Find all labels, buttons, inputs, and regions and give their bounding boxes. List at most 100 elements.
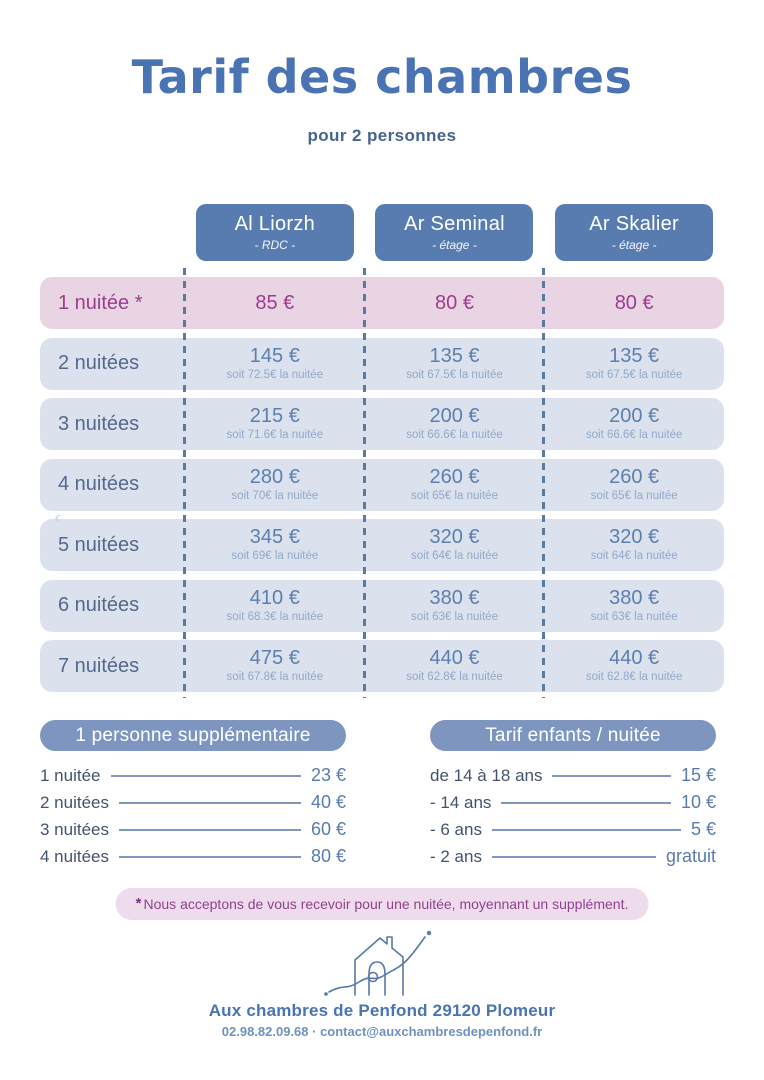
price-cell: 440 € soit 62.8€ la nuitée	[365, 647, 545, 684]
row-label: 3 nuitées	[58, 412, 140, 435]
row-label: - 6 ans	[430, 819, 482, 839]
room-name: Ar Skalier	[589, 213, 679, 235]
price-amount: 380 €	[429, 586, 480, 609]
price-amount: 80 €	[614, 291, 654, 314]
price-per-night: soit 70€ la nuitée	[231, 489, 319, 502]
price-amount: 440 €	[429, 647, 480, 670]
price-amount: 260 €	[429, 465, 480, 488]
page-title: Tarif des chambres	[131, 50, 633, 104]
stray-euro-artifact: €	[55, 514, 61, 525]
room-name: Ar Seminal	[404, 213, 505, 235]
row-label: 6 nuitées	[58, 594, 140, 616]
leader-line	[491, 855, 656, 858]
price-per-night: soit 65€ la nuitée	[411, 489, 498, 502]
price-amount: 320 €	[609, 526, 660, 549]
price-amount: 380 €	[609, 586, 660, 609]
price-per-night: soit 68.3€ la nuitée	[226, 610, 324, 623]
price-amount: 260 €	[609, 465, 660, 488]
table-row-5-nuitees: 5 nuitées 345 € soit 69€ la nuitée 320 €…	[40, 519, 724, 571]
leader-line	[501, 801, 671, 804]
price-per-night: soit 65€ la nuitée	[590, 489, 678, 502]
row-label: 4 nuitées	[40, 846, 109, 866]
row-price: 23 €	[310, 765, 346, 785]
price-table: Al Liorzh - RDC - Ar Seminal - étage - A…	[40, 204, 724, 701]
row-label: 5 nuitées	[58, 533, 140, 556]
price-per-night: soit 63€ la nuitée	[411, 610, 498, 623]
price-amount: 135 €	[609, 344, 660, 367]
price-cell: 135 € soit 67.5€ la nuitée	[365, 345, 545, 381]
row-price: 5 €	[690, 819, 716, 839]
price-cell: 80 €	[365, 291, 545, 314]
price-cell: 215 € soit 71.6€ la nuitée	[185, 405, 365, 442]
footnote-pill: * Nous acceptons de vous recevoir pour un…	[115, 888, 649, 920]
leader-line	[119, 828, 301, 831]
row-label: 1 nuitée	[40, 765, 101, 785]
price-per-night: soit 71.6€ la nuitée	[226, 429, 324, 442]
price-per-night: soit 67.5€ la nuitée	[406, 368, 503, 381]
price-cell: 320 € soit 64€ la nuitée	[544, 526, 724, 563]
table-row-2-nuitees: 2 nuitées 145 € soit 72.5€ la nuitée 135…	[40, 337, 724, 390]
row-label: 2 nuitées	[58, 352, 140, 374]
column-divider-dashed	[183, 268, 186, 698]
header-spacer	[40, 204, 185, 261]
extra-person-row: 4 nuitées 80 €	[40, 843, 346, 870]
price-per-night: soit 69€ la nuitée	[231, 550, 319, 563]
row-price: 60 €	[310, 819, 346, 839]
price-per-night: soit 62.8€ la nuitée	[406, 671, 503, 684]
row-label: - 14 ans	[430, 792, 492, 812]
price-per-night: soit 66.6€ la nuitée	[585, 429, 683, 442]
price-per-night: soit 64€ la nuitée	[590, 550, 678, 563]
price-amount: 320 €	[429, 526, 480, 549]
price-amount: 280 €	[249, 465, 300, 488]
price-per-night: soit 63€ la nuitée	[590, 610, 678, 623]
price-cell: 80 €	[544, 291, 724, 314]
price-amount: 145 €	[249, 344, 300, 367]
extra-person-row: 2 nuitées 40 €	[40, 789, 346, 816]
footer-address: Aux chambres de Penfond 29120 Plomeur	[208, 1001, 556, 1020]
price-amount: 85 €	[255, 291, 295, 314]
row-price: 80 €	[310, 846, 346, 866]
price-per-night: soit 64€ la nuitée	[411, 550, 498, 563]
row-price: 15 €	[680, 765, 716, 785]
children-rates-section: Tarif enfants / nuitée de 14 à 18 ans 15…	[430, 720, 716, 870]
table-row-4-nuitees: 4 nuitées 280 € soit 70€ la nuitée 260 €…	[40, 458, 724, 511]
row-price: 40 €	[310, 792, 346, 812]
price-cell: 380 € soit 63€ la nuitée	[544, 586, 724, 623]
leader-line	[119, 855, 301, 858]
house-sketch-icon	[317, 924, 447, 1005]
row-price: gratuit	[665, 846, 716, 866]
price-per-night: soit 66.6€ la nuitée	[406, 429, 503, 442]
room-floor: - étage -	[432, 238, 477, 252]
price-amount: 410 €	[249, 586, 300, 609]
leader-line	[552, 774, 671, 777]
price-amount: 80 €	[435, 291, 474, 314]
room-header-al-liorzh: Al Liorzh - RDC -	[195, 204, 354, 261]
column-divider-dashed	[542, 268, 545, 698]
footnote-text: Nous acceptons de vous recevoir pour une…	[143, 896, 629, 912]
price-cell: 410 € soit 68.3€ la nuitée	[185, 586, 365, 623]
table-header-row: Al Liorzh - RDC - Ar Seminal - étage - A…	[40, 204, 724, 261]
children-rate-row: - 2 ans gratuit	[430, 843, 716, 870]
price-amount: 215 €	[249, 405, 300, 428]
extra-person-section: 1 personne supplémentaire 1 nuitée 23 € …	[40, 720, 346, 870]
price-amount: 200 €	[609, 405, 660, 428]
room-header-ar-seminal: Ar Seminal - étage -	[375, 204, 534, 261]
row-label: 2 nuitées	[40, 792, 109, 812]
room-name: Al Liorzh	[234, 213, 316, 235]
price-cell: 440 € soit 62.8€ la nuitée	[544, 648, 724, 684]
price-cell: 260 € soit 65€ la nuitée	[365, 465, 545, 502]
leader-line	[110, 774, 301, 777]
children-rate-row: de 14 à 18 ans 15 €	[430, 762, 716, 789]
table-row-7-nuitees: 7 nuitées 475 € soit 67.8€ la nuitée 440…	[40, 640, 724, 692]
column-divider-dashed	[363, 268, 366, 698]
price-cell: 475 € soit 67.8€ la nuitée	[185, 648, 365, 684]
price-cell: 345 € soit 69€ la nuitée	[185, 527, 365, 563]
leader-line	[119, 801, 301, 804]
page-subtitle: pour 2 personnes	[307, 126, 457, 145]
price-per-night: soit 62.8€ la nuitée	[585, 671, 683, 684]
row-price: 10 €	[680, 792, 716, 812]
price-amount: 200 €	[429, 405, 480, 428]
row-label: - 2 ans	[430, 846, 482, 866]
table-row-3-nuitees: 3 nuitées 215 € soit 71.6€ la nuitée 200…	[40, 398, 724, 450]
room-floor: - étage -	[611, 238, 657, 252]
